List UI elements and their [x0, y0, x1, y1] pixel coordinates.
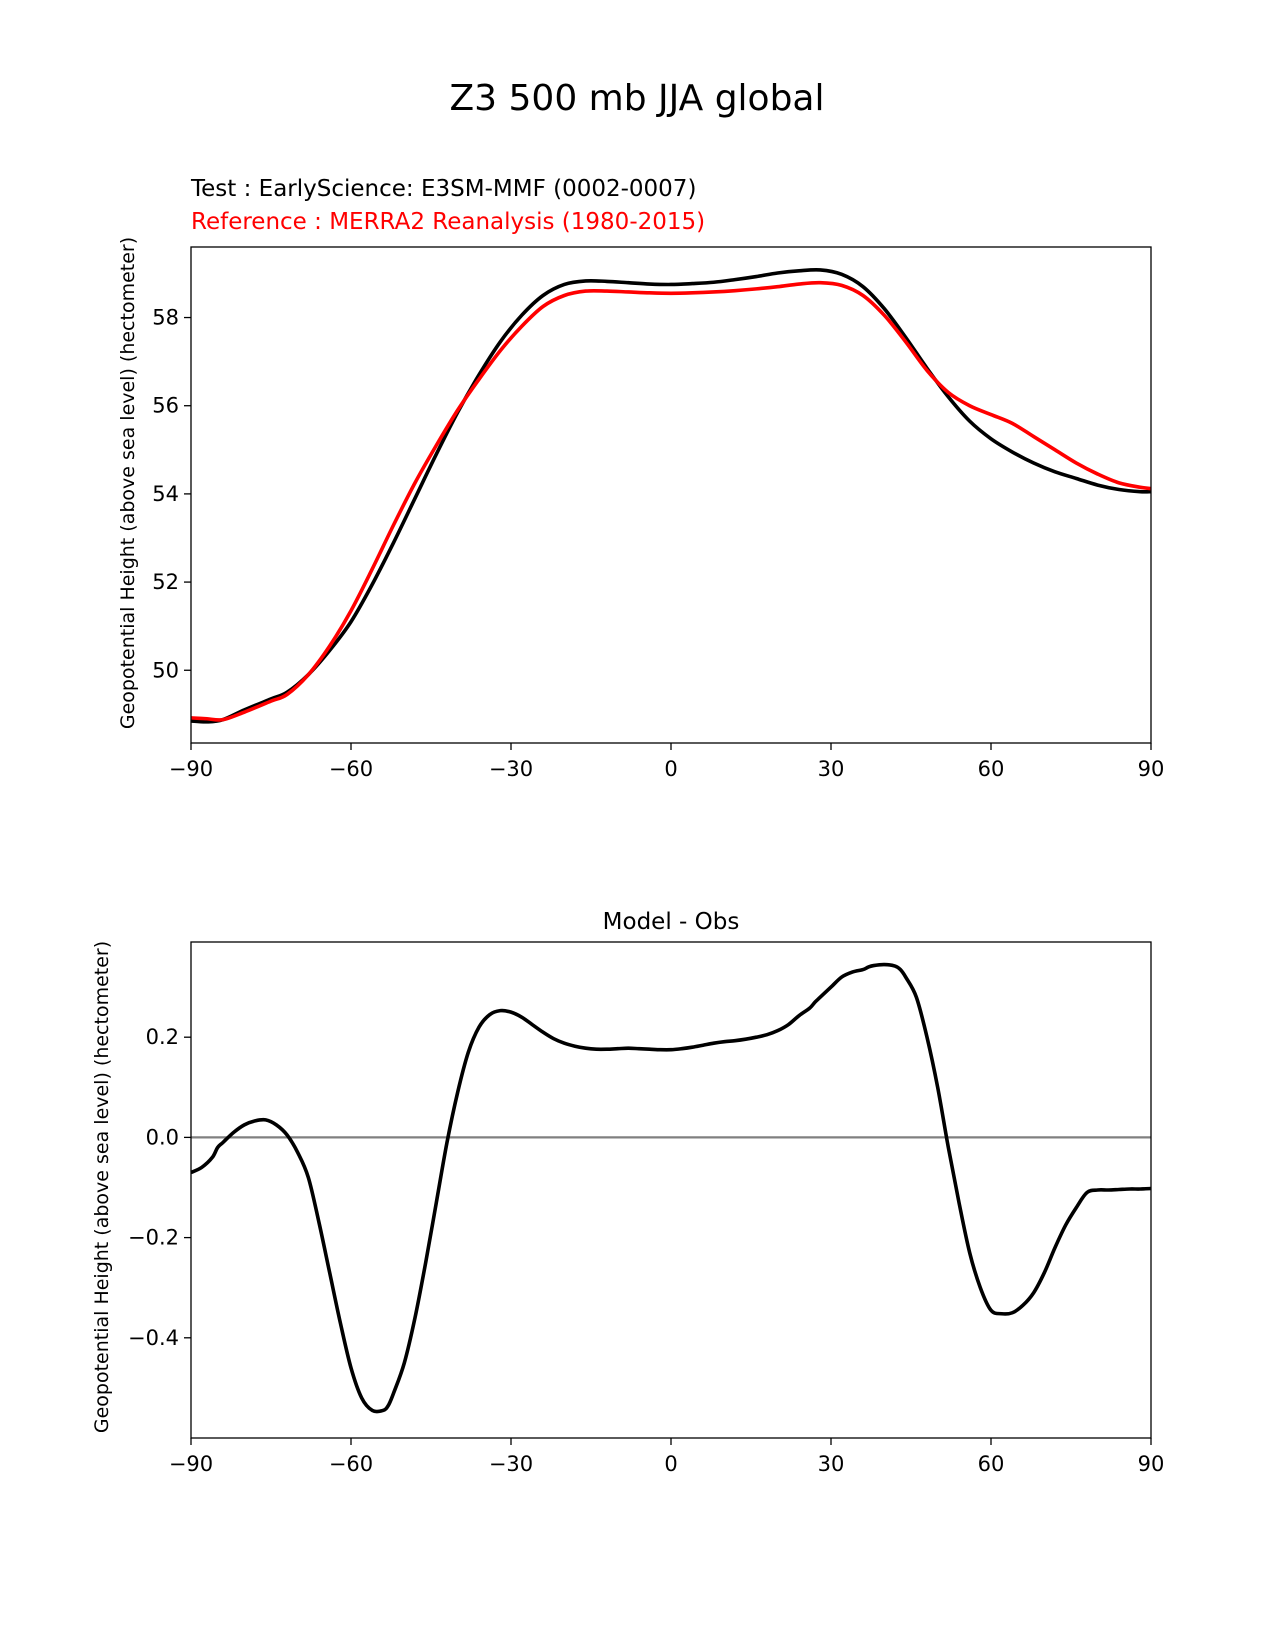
figure-title: Z3 500 mb JJA global — [450, 78, 825, 119]
top-ticks: −90 −60 −30 0 30 60 90 50 52 54 56 58 — [152, 306, 1164, 781]
bottom-panel-title: Model - Obs — [603, 909, 740, 935]
top-panel: Test : EarlyScience: E3SM-MMF (0002-0007… — [117, 176, 1164, 781]
bottom-y-axis-label: Geopotential Height (above sea level) (h… — [91, 941, 113, 1433]
top-x-tick-label: 90 — [1138, 757, 1165, 781]
bottom-panel: Model - Obs Geopotential Height (above s… — [91, 909, 1164, 1476]
top-plot-frame — [190, 246, 1152, 744]
bottom-y-tick-label: −0.4 — [128, 1326, 179, 1350]
top-y-tick-label: 52 — [152, 570, 179, 594]
top-series-line-test — [190, 267, 1152, 724]
top-x-tick-label: −90 — [169, 757, 213, 781]
top-y-tick-label: 58 — [152, 306, 179, 330]
bottom-x-tick-label: 0 — [664, 1452, 677, 1476]
bottom-x-tick-label: −30 — [489, 1452, 533, 1476]
top-x-tick-label: −30 — [489, 757, 533, 781]
bottom-x-tick-label: −60 — [329, 1452, 373, 1476]
bottom-x-tick-label: 60 — [978, 1452, 1005, 1476]
top-y-tick-label: 56 — [152, 394, 179, 418]
top-lines — [190, 267, 1152, 724]
bottom-lines — [190, 962, 1152, 1414]
top-series-line-reference — [190, 280, 1152, 722]
bottom-plot-frame — [190, 941, 1152, 1439]
bottom-y-tick-label: 0.2 — [146, 1025, 179, 1049]
bottom-x-tick-label: 30 — [818, 1452, 845, 1476]
bottom-ticks: −90 −60 −30 0 30 60 90 −0.4 −0.2 0.0 0.2 — [128, 1025, 1164, 1476]
top-x-tick-label: 0 — [664, 757, 677, 781]
top-y-tick-label: 50 — [152, 658, 179, 682]
bottom-y-tick-label: −0.2 — [128, 1226, 179, 1250]
top-x-tick-label: −60 — [329, 757, 373, 781]
bottom-y-tick-label: 0.0 — [146, 1125, 179, 1149]
bottom-x-tick-label: 90 — [1138, 1452, 1165, 1476]
legend-reference-label: Reference : MERRA2 Reanalysis (1980-2015… — [191, 209, 705, 235]
top-y-axis-label: Geopotential Height (above sea level) (h… — [117, 237, 139, 729]
top-x-tick-label: 60 — [978, 757, 1005, 781]
top-x-tick-label: 30 — [818, 757, 845, 781]
legend-test-label: Test : EarlyScience: E3SM-MMF (0002-0007… — [190, 176, 696, 202]
bottom-x-tick-label: −90 — [169, 1452, 213, 1476]
top-y-tick-label: 54 — [152, 482, 179, 506]
bottom-series-line-test — [190, 962, 1152, 1414]
